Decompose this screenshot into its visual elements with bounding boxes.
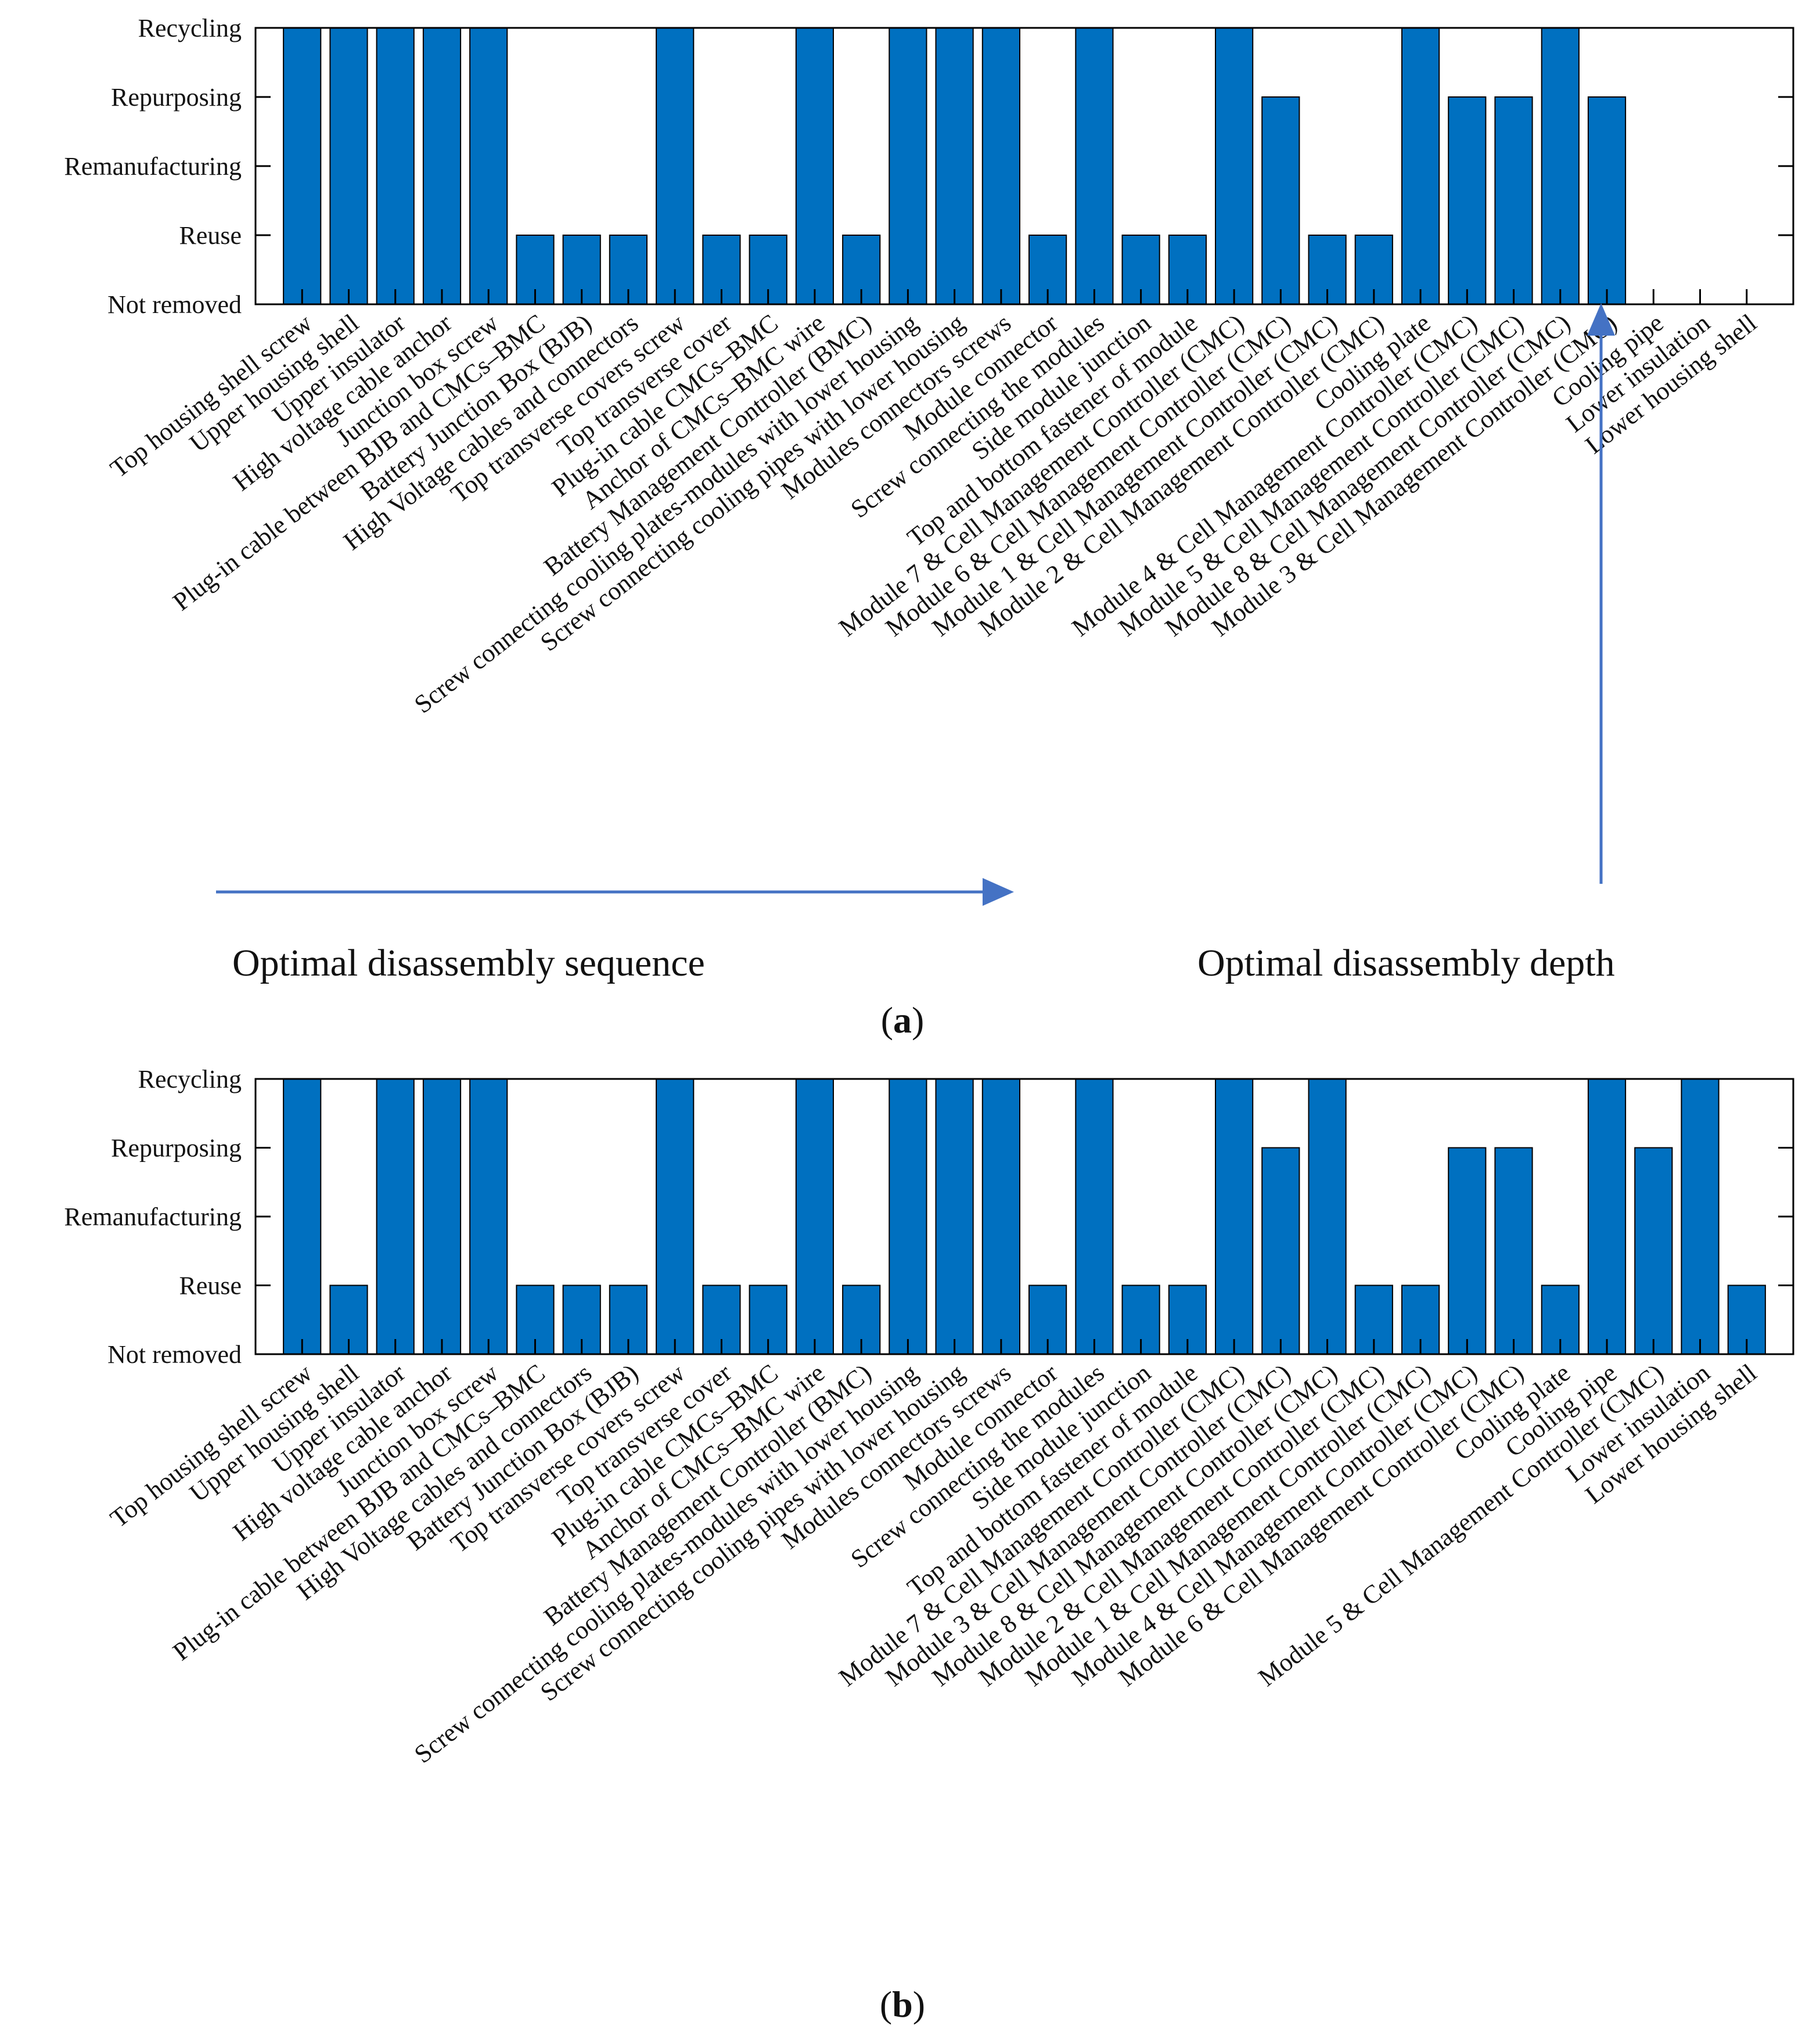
panel-a-bar-14 <box>889 27 927 305</box>
panel-b-bar-31 <box>1681 1078 1720 1355</box>
panel-b-bar-26 <box>1448 1147 1487 1355</box>
panel-b-bar-29 <box>1587 1078 1627 1355</box>
panel-a-bar-22 <box>1261 96 1300 305</box>
sequence-annotation: Optimal disassembly sequence <box>232 942 705 984</box>
panel-b-bar-9 <box>656 1078 695 1355</box>
panel-b-bar-3 <box>376 1078 415 1355</box>
panel-b-bar-2 <box>329 1284 368 1355</box>
panel-b-bar-22 <box>1261 1147 1300 1355</box>
panel-a-ytick-label-0: Not removed <box>107 290 242 319</box>
panel-a-bar-28 <box>1541 27 1580 305</box>
panel-a-bar-26 <box>1448 96 1487 305</box>
panel-b-label: (b) <box>880 1984 925 2025</box>
panel-b-ytick-label-3: Repurposing <box>111 1134 242 1163</box>
panel-b-bar-14 <box>889 1078 927 1355</box>
depth-annotation: Optimal disassembly depth <box>1197 942 1615 984</box>
panel-a-bar-1 <box>283 27 322 305</box>
panel-b-chart: Not removed Reuse Remanufacturing Repurposi… <box>64 1065 1794 1769</box>
panel-b-bar-18 <box>1075 1078 1114 1355</box>
panel-b-ytick-label-2: Remanufacturing <box>64 1203 242 1231</box>
panel-a-ytick-label-2: Remanufacturing <box>64 152 242 181</box>
panel-b-bar-15 <box>935 1078 974 1355</box>
panel-a-bar-27 <box>1494 96 1533 305</box>
panel-a-bar-12 <box>795 27 835 305</box>
panel-b-bar-24 <box>1354 1284 1393 1355</box>
panel-a-bar-29 <box>1587 96 1627 305</box>
panel-a-bar-21 <box>1215 27 1254 305</box>
panel-b-bar-27 <box>1494 1147 1533 1355</box>
panel-a-label: (a) <box>881 999 925 1041</box>
depth-arrow-head <box>1587 303 1615 336</box>
panel-a-bar-16 <box>981 27 1021 305</box>
panel-a-bar-4 <box>422 27 462 305</box>
panel-b-bar-5 <box>469 1078 508 1355</box>
panel-b-ytick-label-1: Reuse <box>179 1272 242 1300</box>
panel-a-bar-25 <box>1401 27 1440 305</box>
panel-b-ytick-label-0: Not removed <box>107 1340 242 1369</box>
panel-a-ytick-label-3: Repurposing <box>111 83 242 111</box>
panel-b-bar-16 <box>981 1078 1021 1355</box>
panel-a-chart: Not removed Reuse Remanufacturing Repurposi… <box>64 14 1794 719</box>
panel-b-bar-12 <box>795 1078 835 1355</box>
panel-b-bar-1 <box>283 1078 322 1355</box>
panel-a-bar-9 <box>656 27 695 305</box>
panel-b-bar-4 <box>422 1078 462 1355</box>
panel-a-ytick-label-1: Reuse <box>179 221 242 250</box>
panel-a-ytick-label-4: Recycling <box>138 14 242 42</box>
panel-b-bar-30 <box>1634 1147 1673 1355</box>
panel-a-bar-5 <box>469 27 508 305</box>
panel-a-bar-2 <box>329 27 368 305</box>
panel-b-bar-21 <box>1215 1078 1254 1355</box>
sequence-arrow-head <box>983 878 1014 906</box>
panel-b-bar-23 <box>1308 1078 1347 1355</box>
panel-a-bar-18 <box>1075 27 1114 305</box>
panel-a-bar-3 <box>376 27 415 305</box>
panel-a-bar-15 <box>935 27 974 305</box>
panel-b-ytick-label-4: Recycling <box>138 1065 242 1093</box>
